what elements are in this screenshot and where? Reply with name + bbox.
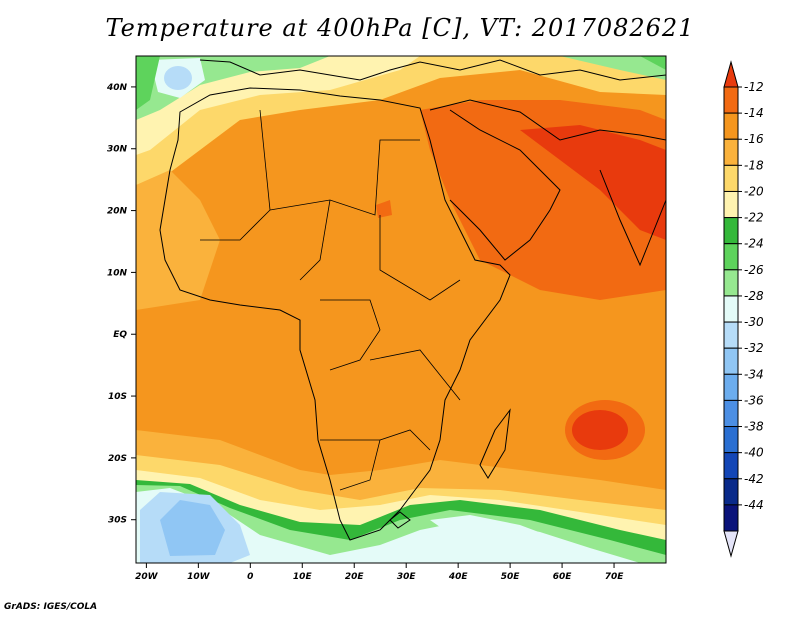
x-tick-label: 30E bbox=[397, 572, 417, 582]
y-tick-label: 20N bbox=[107, 207, 128, 217]
colorbar: -12 -14 -16 -18 -20 -22 -24 -26 -28 -30 -32 -34 -36 -… bbox=[723, 60, 764, 558]
y-tick-label: 10S bbox=[108, 392, 127, 402]
colorbar-arrow-bottom bbox=[723, 530, 739, 558]
colorbar-swatch bbox=[723, 164, 739, 192]
colorbar-swatch bbox=[723, 112, 739, 140]
colorbar-label: -24 bbox=[744, 237, 764, 251]
y-tick-label: 30S bbox=[108, 516, 127, 526]
x-tick-label: 70E bbox=[605, 572, 625, 582]
colorbar-label: -16 bbox=[744, 132, 764, 146]
colorbar-swatch bbox=[723, 243, 739, 271]
colorbar-swatch bbox=[723, 399, 739, 428]
colorbar-swatch bbox=[723, 347, 739, 375]
map-title: Temperature at 400hPa [C], VT: 201708262… bbox=[105, 14, 695, 42]
colorbar-label: -34 bbox=[744, 367, 764, 381]
colorbar-label: -40 bbox=[744, 446, 764, 460]
colorbar-label: -20 bbox=[744, 184, 764, 198]
colorbar-swatch bbox=[723, 269, 739, 297]
y-tick-label: 30N bbox=[107, 145, 128, 155]
colorbar-label: -14 bbox=[744, 106, 764, 120]
colorbar-swatch bbox=[723, 452, 739, 480]
colorbar-swatch bbox=[723, 217, 739, 245]
y-tick-label: 20S bbox=[108, 454, 127, 464]
colorbar-label: -32 bbox=[744, 341, 764, 355]
colorbar-label: -36 bbox=[744, 393, 764, 407]
colorbar-label: -44 bbox=[744, 498, 764, 512]
x-tick-label: 20W bbox=[135, 572, 159, 582]
colorbar-label: -38 bbox=[744, 420, 764, 434]
colorbar-label: -18 bbox=[744, 158, 764, 172]
y-tick-label: EQ bbox=[113, 330, 127, 340]
x-tick-label: 10W bbox=[187, 572, 211, 582]
colorbar-swatch bbox=[723, 321, 739, 349]
colorbar-label: -26 bbox=[744, 263, 764, 277]
x-tick-label: 0 bbox=[247, 572, 253, 582]
country-borders bbox=[200, 109, 461, 491]
x-tick-label: 10E bbox=[293, 572, 313, 582]
colorbar-arrow-top bbox=[723, 60, 739, 88]
plot-frame bbox=[135, 55, 667, 564]
colorbar-label: -30 bbox=[744, 315, 764, 329]
footer-credit: GrADS: IGES/COLA bbox=[4, 602, 98, 612]
x-tick-label: 50E bbox=[501, 572, 521, 582]
x-tick-label: 40E bbox=[448, 572, 469, 582]
colorbar-label: -22 bbox=[744, 211, 764, 225]
coastlines bbox=[159, 59, 666, 541]
temperature-field bbox=[136, 56, 666, 563]
colorbar-label: -12 bbox=[744, 80, 764, 94]
colorbar-swatch bbox=[723, 138, 739, 166]
y-tick-label: 40N bbox=[106, 83, 128, 93]
colorbar-swatch bbox=[723, 504, 739, 532]
axis-ticks: 20W 10W 0 10E 20E 30E 40E 50E 60E 70E 40N 30N 20N 10N… bbox=[106, 83, 624, 582]
colorbar-swatch bbox=[723, 190, 739, 219]
y-tick-label: 10N bbox=[107, 268, 128, 278]
colorbar-label: -28 bbox=[744, 289, 764, 303]
colorbar-swatch bbox=[723, 426, 739, 454]
colorbar-swatch bbox=[723, 86, 739, 114]
colorbar-swatch bbox=[723, 295, 739, 323]
colorbar-label: -42 bbox=[744, 472, 764, 486]
colorbar-swatch bbox=[723, 478, 739, 506]
x-tick-label: 20E bbox=[345, 572, 365, 582]
colorbar-swatch bbox=[723, 373, 739, 401]
x-tick-label: 60E bbox=[553, 572, 573, 582]
